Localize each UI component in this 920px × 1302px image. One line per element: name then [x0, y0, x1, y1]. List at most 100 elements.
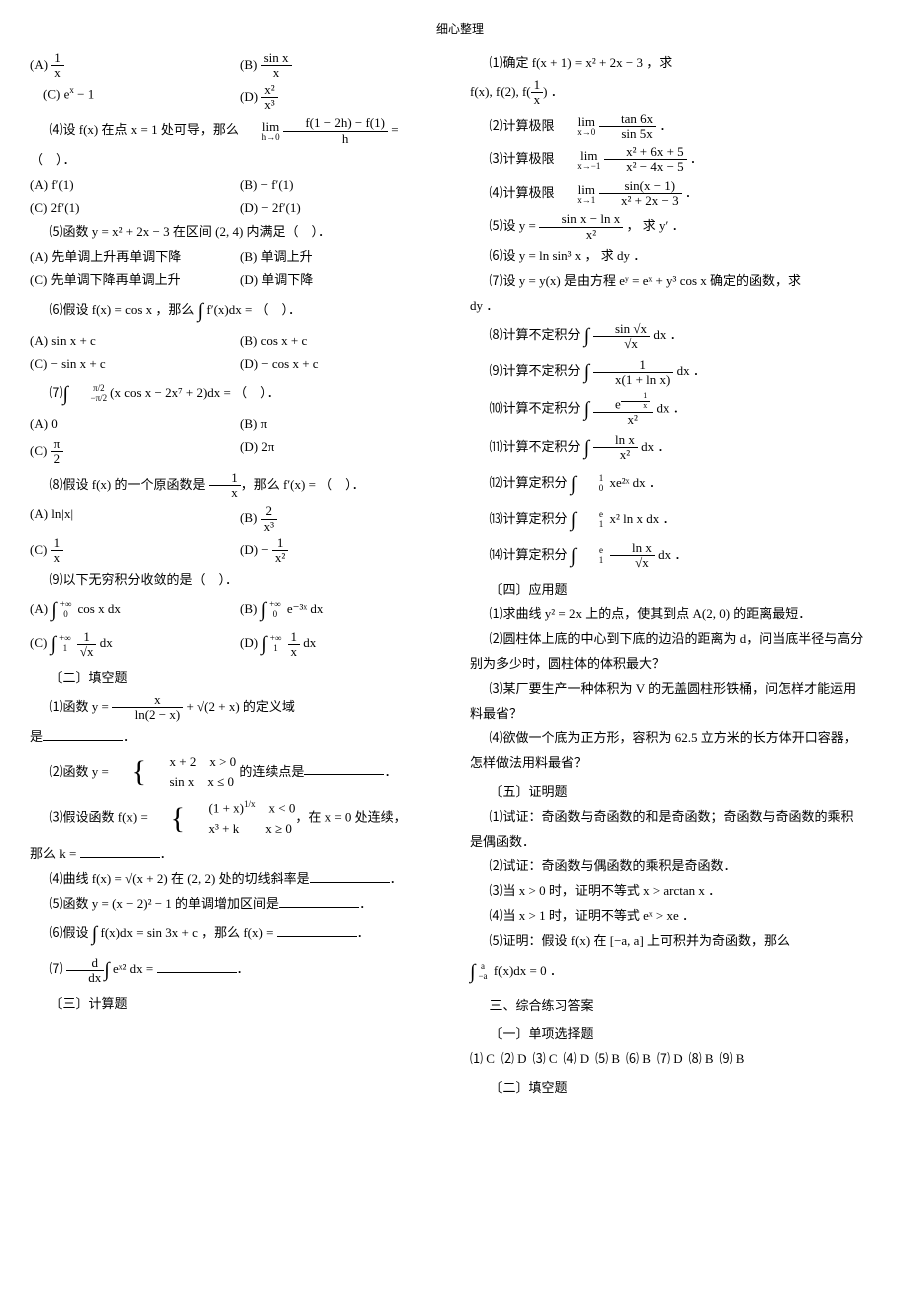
proof-2: ⑵试证：奇函数与偶函数的乘积是奇函数．: [470, 856, 890, 877]
q4-c: (C) 2f′(1): [30, 198, 240, 219]
q4-opts-2: (C) 2f′(1) (D) − 2f′(1): [30, 198, 450, 219]
q7-opts-2: (C) π2 (D) 2π: [30, 437, 450, 467]
q9-text: ⑼以下无穷积分收敛的是（ ）．: [30, 570, 450, 591]
q9-a: (A) ∫+∞0 cos x dx: [30, 594, 240, 626]
app-3-l2: 料最省？: [470, 704, 890, 725]
fill-7: ⑺ ddx∫ eˣ² dx = ．: [30, 954, 450, 986]
q7-c: (C) π2: [30, 437, 240, 467]
proof-1-l1: ⑴试证：奇函数与奇函数的和是奇函数；奇函数与奇函数的乘积: [470, 807, 890, 828]
q5-b: (B) 单调上升: [240, 247, 450, 268]
page-header: 细心整理: [30, 20, 890, 39]
calc-4: ⑷计算极限 limx→1 sin(x − 1)x² + 2x − 3 ．: [470, 179, 890, 209]
q9-c: (C) ∫+∞1 1√x dx: [30, 628, 240, 660]
opt-a: (A) 1x: [30, 51, 240, 81]
fill-3-tail: 那么 k = ．: [30, 844, 450, 865]
ans-5: ⑸ B: [595, 1049, 620, 1070]
proof-5-int: ∫a−a f(x)dx = 0 ．: [470, 956, 890, 988]
q-options-row-1: (A) 1x (B) sin xx: [30, 51, 450, 81]
ans-1: ⑴ C: [470, 1049, 495, 1070]
app-1: ⑴求曲线 y² = 2x 上的点，使其到点 A(2, 0) 的距离最短．: [470, 604, 890, 625]
calc-2: ⑵计算极限 limx→0 tan 6xsin 5x ．: [470, 112, 890, 142]
q4-text: ⑷设 f(x) 在点 x = 1 处可导，那么 limh→0 f(1 − 2h)…: [30, 116, 450, 146]
q9-d: (D) ∫+∞1 1x dx: [240, 628, 450, 660]
ans-9: ⑼ B: [720, 1049, 745, 1070]
q8-text: ⑻假设 f(x) 的一个原函数是 1x，那么 f′(x) = （ ）．: [30, 471, 450, 501]
section-5-head: 〔五〕证明题: [470, 782, 890, 803]
blank-6[interactable]: [277, 923, 357, 937]
calc-3: ⑶计算极限 limx→−1 x² + 6x + 5x² − 4x − 5 ．: [470, 145, 890, 175]
ans-2: ⑵ D: [501, 1049, 527, 1070]
q4-paren: （ ）．: [30, 150, 450, 171]
ans-3: ⑶ C: [533, 1049, 558, 1070]
calc-14: ⒁计算定积分 ∫e1 ln x√x dx ．: [470, 540, 890, 572]
blank-4[interactable]: [310, 869, 390, 883]
q7-opts-1: (A) 0 (B) π: [30, 414, 450, 435]
answers-sec1: 〔一〕单项选择题: [470, 1024, 890, 1045]
calc-5: ⑸设 y = sin x − ln xx² ， 求 y′ ．: [470, 212, 890, 242]
proof-1-l2: 是偶函数．: [470, 832, 890, 853]
q5-d: (D) 单调下降: [240, 270, 450, 291]
q5-opts-1: (A) 先单调上升再单调下降 (B) 单调上升: [30, 247, 450, 268]
calc-13: ⒀计算定积分 ∫e1 x² ln x dx ．: [470, 504, 890, 536]
fill-1-tail: 是．: [30, 727, 450, 748]
section-2-head: 〔二〕填空题: [30, 668, 450, 689]
q9-b: (B) ∫+∞0 e⁻³ˣ dx: [240, 594, 450, 626]
q4-opts-1: (A) f′(1) (B) − f′(1): [30, 175, 450, 196]
calc-10: ⑽计算不定积分 ∫ e1xx² dx ．: [470, 392, 890, 427]
ans-6: ⑹ B: [626, 1049, 651, 1070]
right-column: ⑴确定 f(x + 1) = x² + 2x − 3 ，求 f(x), f(2)…: [470, 49, 890, 1103]
calc-7-tail: dy ．: [470, 296, 890, 317]
fill-2: ⑵函数 y = {x + 2 x > 0sin x x ≤ 0 的连续点是．: [30, 752, 450, 794]
calc-1: ⑴确定 f(x + 1) = x² + 2x − 3 ，求: [470, 53, 890, 74]
q8-a: (A) ln|x|: [30, 504, 240, 534]
calc-11: ⑾计算不定积分 ∫ ln xx² dx ．: [470, 432, 890, 464]
q-options-row-2: (C) ex − 1 (D) x²x³: [30, 83, 450, 113]
blank-5[interactable]: [279, 894, 359, 908]
q5-text: ⑸函数 y = x² + 2x − 3 在区间 (2, 4) 内满足（ ）．: [30, 222, 450, 243]
blank-3[interactable]: [80, 844, 160, 858]
fill-6: ⑹假设 ∫ f(x)dx = sin 3x + c ，那么 f(x) = ．: [30, 918, 450, 950]
q6-a: (A) sin x + c: [30, 331, 240, 352]
q5-a: (A) 先单调上升再单调下降: [30, 247, 240, 268]
ans-8: ⑻ B: [689, 1049, 714, 1070]
q4-a: (A) f′(1): [30, 175, 240, 196]
q9-opts-2: (C) ∫+∞1 1√x dx (D) ∫+∞1 1x dx: [30, 628, 450, 660]
left-column: (A) 1x (B) sin xx (C) ex − 1 (D) x²x³ ⑷设…: [30, 49, 450, 1103]
q8-opts-2: (C) 1x (D) − 1x²: [30, 536, 450, 566]
blank-1[interactable]: [43, 727, 123, 741]
q9-opts-1: (A) ∫+∞0 cos x dx (B) ∫+∞0 e⁻³ˣ dx: [30, 594, 450, 626]
fill-5: ⑸函数 y = (x − 2)² − 1 的单调增加区间是．: [30, 894, 450, 915]
content-columns: (A) 1x (B) sin xx (C) ex − 1 (D) x²x³ ⑷设…: [30, 49, 890, 1103]
answers-head: 三、综合练习答案: [470, 996, 890, 1017]
q4-b: (B) − f′(1): [240, 175, 450, 196]
opt-b: (B) sin xx: [240, 51, 450, 81]
app-2-l2: 别为多少时，圆柱体的体积最大？: [470, 654, 890, 675]
q6-d: (D) − cos x + c: [240, 354, 450, 375]
proof-4: ⑷当 x > 1 时，证明不等式 eˣ > xe ．: [470, 906, 890, 927]
calc-12: ⑿计算定积分 ∫10 xe²ˣ dx ．: [470, 468, 890, 500]
calc-8: ⑻计算不定积分 ∫ sin √x√x dx ．: [470, 320, 890, 352]
q7-a: (A) 0: [30, 414, 240, 435]
blank-2[interactable]: [304, 761, 384, 775]
calc-6: ⑹设 y = ln sin³ x ， 求 dy ．: [470, 246, 890, 267]
q7-text: ⑺∫π/2−π/2(x cos x − 2x⁷ + 2)dx = （ ）．: [30, 378, 450, 410]
fill-3: ⑶假设函数 f(x) = {(1 + x)1/x x < 0x³ + k x ≥…: [30, 797, 450, 840]
blank-7[interactable]: [157, 959, 237, 973]
answers-sec2: 〔二〕填空题: [470, 1078, 890, 1099]
calc-1-line2: f(x), f(2), f(1x) ．: [470, 78, 890, 108]
calc-7: ⑺设 y = y(x) 是由方程 eʸ = eˣ + y³ cos x 确定的函…: [470, 271, 890, 292]
proof-5-l1: ⑸证明：假设 f(x) 在 [−a, a] 上可积并为奇函数，那么: [470, 931, 890, 952]
q8-c: (C) 1x: [30, 536, 240, 566]
q7-b: (B) π: [240, 414, 450, 435]
opt-c: (C) ex − 1: [30, 83, 240, 113]
ans-7: ⑺ D: [657, 1049, 683, 1070]
q8-d: (D) − 1x²: [240, 536, 450, 566]
q4-d: (D) − 2f′(1): [240, 198, 450, 219]
section-3-head: 〔三〕计算题: [30, 994, 450, 1015]
q6-opts-1: (A) sin x + c (B) cos x + c: [30, 331, 450, 352]
q6-opts-2: (C) − sin x + c (D) − cos x + c: [30, 354, 450, 375]
q5-c: (C) 先单调下降再单调上升: [30, 270, 240, 291]
opt-d: (D) x²x³: [240, 83, 450, 113]
app-4-l1: ⑷欲做一个底为正方形，容积为 62.5 立方米的长方体开口容器，: [470, 728, 890, 749]
q8-opts-1: (A) ln|x| (B) 2x³: [30, 504, 450, 534]
